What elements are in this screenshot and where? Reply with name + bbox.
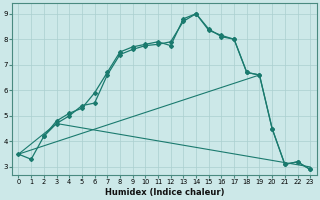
X-axis label: Humidex (Indice chaleur): Humidex (Indice chaleur) [105, 188, 224, 197]
